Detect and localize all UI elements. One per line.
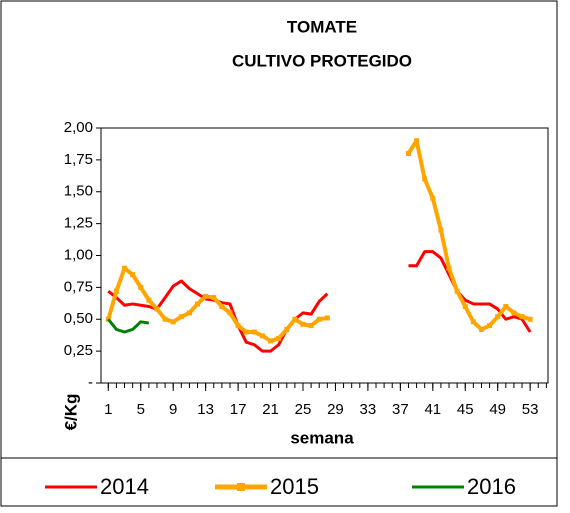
point-marker bbox=[259, 333, 265, 339]
x-tick-label: 41 bbox=[424, 401, 441, 418]
point-marker bbox=[300, 321, 306, 327]
point-marker bbox=[454, 288, 460, 294]
x-tick-label: 25 bbox=[295, 401, 312, 418]
point-marker bbox=[495, 314, 501, 320]
legend-label: 2015 bbox=[270, 474, 319, 499]
point-marker bbox=[219, 304, 225, 309]
point-marker bbox=[430, 195, 436, 201]
point-marker bbox=[308, 323, 314, 329]
point-marker bbox=[316, 316, 322, 322]
point-marker bbox=[235, 323, 241, 329]
point-marker bbox=[146, 297, 152, 303]
plot-area bbox=[100, 127, 549, 384]
y-tick-label: 1,25 bbox=[64, 215, 93, 232]
y-axis-label: €/Kg bbox=[61, 394, 80, 431]
y-tick-label: 2,00 bbox=[64, 119, 93, 136]
point-marker bbox=[227, 310, 233, 316]
point-marker bbox=[511, 310, 517, 316]
point-marker bbox=[268, 338, 274, 344]
point-marker bbox=[162, 316, 168, 322]
point-marker bbox=[251, 329, 257, 335]
point-marker bbox=[438, 227, 444, 233]
point-marker bbox=[422, 176, 428, 182]
point-marker bbox=[503, 304, 509, 309]
x-tick-label: 53 bbox=[522, 401, 539, 418]
point-marker bbox=[154, 306, 160, 312]
point-marker bbox=[470, 319, 476, 325]
chart-title: TOMATE bbox=[287, 17, 357, 36]
x-tick-label: 49 bbox=[489, 401, 506, 418]
point-marker bbox=[446, 265, 452, 271]
point-marker bbox=[487, 323, 493, 329]
legend-label: 2016 bbox=[467, 474, 516, 499]
point-marker bbox=[122, 265, 128, 271]
point-marker bbox=[211, 295, 217, 301]
point-marker bbox=[178, 314, 184, 320]
x-tick-label: 29 bbox=[327, 401, 344, 418]
y-tick-label: 0,25 bbox=[64, 342, 93, 359]
legend-marker bbox=[237, 483, 245, 491]
point-marker bbox=[292, 316, 298, 322]
point-marker bbox=[203, 293, 209, 299]
point-marker bbox=[138, 284, 144, 290]
point-marker bbox=[276, 335, 282, 341]
point-marker bbox=[130, 272, 136, 278]
point-marker bbox=[186, 310, 192, 316]
point-marker bbox=[462, 304, 468, 309]
legend-label: 2014 bbox=[100, 474, 149, 499]
x-tick-label: 21 bbox=[262, 401, 279, 418]
point-marker bbox=[324, 315, 330, 321]
x-tick-label: 5 bbox=[137, 401, 145, 418]
y-tick-label: 1,50 bbox=[64, 183, 93, 200]
y-tick-label: 0,50 bbox=[64, 310, 93, 327]
x-tick-label: 17 bbox=[230, 401, 247, 418]
y-tick-label: 0,75 bbox=[64, 278, 93, 295]
x-tick-label: 1 bbox=[104, 401, 112, 418]
y-tick-label: - bbox=[88, 374, 93, 391]
series-line bbox=[107, 318, 150, 334]
point-marker bbox=[243, 329, 249, 335]
point-marker bbox=[519, 314, 525, 320]
point-marker bbox=[414, 138, 420, 144]
y-tick-label: 1,00 bbox=[64, 246, 93, 263]
x-tick-label: 9 bbox=[169, 401, 177, 418]
x-tick-label: 37 bbox=[392, 401, 409, 418]
series-line bbox=[106, 266, 328, 343]
point-marker bbox=[113, 288, 119, 294]
chart-subtitle: CULTIVO PROTEGIDO bbox=[232, 51, 412, 70]
point-marker bbox=[195, 301, 201, 307]
point-marker bbox=[405, 151, 411, 156]
point-marker bbox=[284, 326, 290, 332]
point-marker bbox=[478, 326, 484, 332]
x-tick-label: 45 bbox=[457, 401, 474, 418]
y-tick-label: 1,75 bbox=[64, 151, 93, 168]
point-marker bbox=[527, 316, 533, 322]
x-tick-label: 13 bbox=[197, 401, 214, 418]
series-line bbox=[408, 250, 532, 333]
x-tick-label: 33 bbox=[360, 401, 377, 418]
x-axis-label: semana bbox=[290, 428, 354, 447]
series-line bbox=[406, 138, 531, 332]
point-marker bbox=[170, 319, 176, 325]
